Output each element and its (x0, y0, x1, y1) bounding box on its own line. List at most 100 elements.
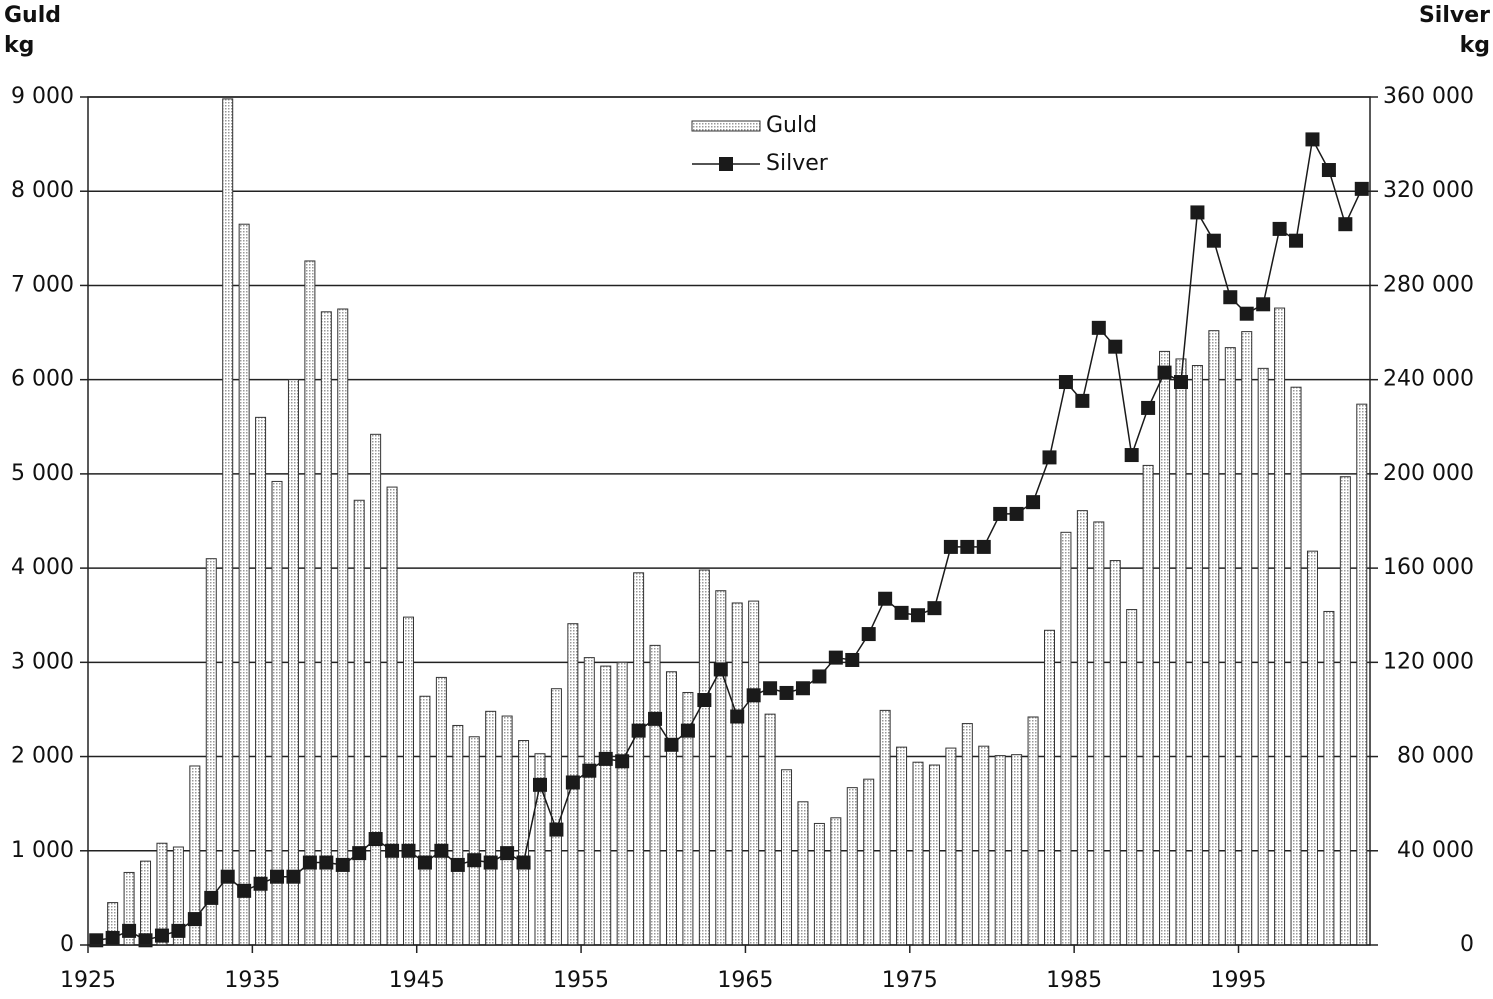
y2-tick-label: 120 000 (1383, 649, 1474, 674)
bar (304, 260, 316, 946)
marker (483, 855, 498, 870)
bar (1109, 560, 1121, 946)
bar (1044, 629, 1055, 946)
marker (122, 923, 137, 938)
bar (1306, 550, 1318, 946)
marker (960, 539, 975, 554)
x-tick-label: 1975 (882, 968, 938, 993)
bar (370, 433, 382, 946)
bar (1191, 365, 1203, 946)
y2-tick-label: 40 000 (1397, 838, 1474, 863)
marker (1173, 375, 1188, 390)
marker (352, 846, 367, 861)
bar (255, 416, 267, 946)
bar (205, 558, 217, 946)
marker (1190, 205, 1205, 220)
marker (648, 711, 663, 726)
marker (1091, 320, 1106, 335)
bar (731, 602, 743, 946)
marker (1108, 339, 1123, 354)
marker (450, 857, 465, 872)
bar (1241, 331, 1253, 946)
marker (270, 869, 285, 884)
marker (993, 506, 1008, 521)
marker (1223, 290, 1238, 305)
marker (680, 723, 695, 738)
y2-tick-label: 0 (1460, 932, 1474, 957)
bar (435, 676, 447, 946)
marker (1338, 217, 1353, 232)
bar (1290, 386, 1302, 946)
marker (878, 591, 893, 606)
bar (550, 688, 562, 946)
y2-tick-label: 360 000 (1383, 84, 1474, 109)
bar (501, 715, 513, 946)
bar (846, 787, 858, 946)
bar (600, 665, 612, 946)
marker (565, 775, 580, 790)
marker (911, 608, 926, 623)
marker (812, 669, 827, 684)
y2-axis-title: Silver (1419, 3, 1490, 28)
bar (896, 746, 908, 946)
y2-tick-label: 280 000 (1383, 272, 1474, 297)
bar (1208, 330, 1220, 946)
bar (1060, 531, 1072, 946)
marker (302, 855, 317, 870)
marker (89, 933, 104, 948)
bar (616, 661, 628, 946)
marker (237, 883, 252, 898)
bar (1323, 610, 1335, 946)
marker (976, 539, 991, 554)
bar (403, 616, 414, 946)
marker (401, 843, 416, 858)
marker (1124, 448, 1139, 463)
marker (713, 662, 728, 677)
bar (485, 710, 497, 946)
marker (697, 693, 712, 708)
bar (649, 644, 661, 946)
marker (795, 681, 810, 696)
marker (1305, 132, 1320, 147)
bar (928, 764, 940, 946)
bar (945, 747, 957, 946)
marker (368, 832, 383, 846)
marker (385, 843, 400, 858)
marker (253, 876, 268, 891)
bar (830, 817, 842, 946)
legend-swatch (719, 157, 733, 171)
bar (1257, 367, 1269, 946)
marker (1042, 450, 1057, 465)
y-tick-label: 0 (60, 932, 74, 957)
y-axis-title: Guld (4, 3, 61, 28)
x-tick-label: 1945 (389, 968, 445, 993)
marker (894, 605, 909, 620)
marker (1289, 233, 1304, 248)
bar (1356, 403, 1368, 946)
bar (748, 600, 760, 946)
bar (879, 709, 891, 946)
bar (1339, 476, 1351, 946)
bar (222, 98, 234, 946)
y2-tick-label: 80 000 (1397, 744, 1474, 769)
marker (763, 681, 778, 696)
marker (845, 652, 860, 667)
bar (698, 569, 710, 946)
legend-label: Silver (766, 151, 829, 176)
y2-axis-title: kg (1460, 33, 1490, 58)
y-axis-title: kg (4, 33, 34, 58)
bar (1142, 464, 1154, 946)
y-tick-label: 9 000 (11, 84, 74, 109)
plot-frame (87, 96, 1371, 946)
x-tick-label: 1935 (224, 968, 280, 993)
y-tick-label: 3 000 (11, 649, 74, 674)
y2-tick-label: 320 000 (1383, 178, 1474, 203)
marker (516, 855, 531, 870)
marker (1256, 297, 1271, 312)
x-tick-label: 1925 (60, 968, 116, 993)
y-tick-label: 2 000 (11, 744, 74, 769)
marker (664, 737, 679, 752)
bar (287, 379, 299, 946)
bar (320, 311, 332, 946)
y-tick-label: 6 000 (11, 367, 74, 392)
